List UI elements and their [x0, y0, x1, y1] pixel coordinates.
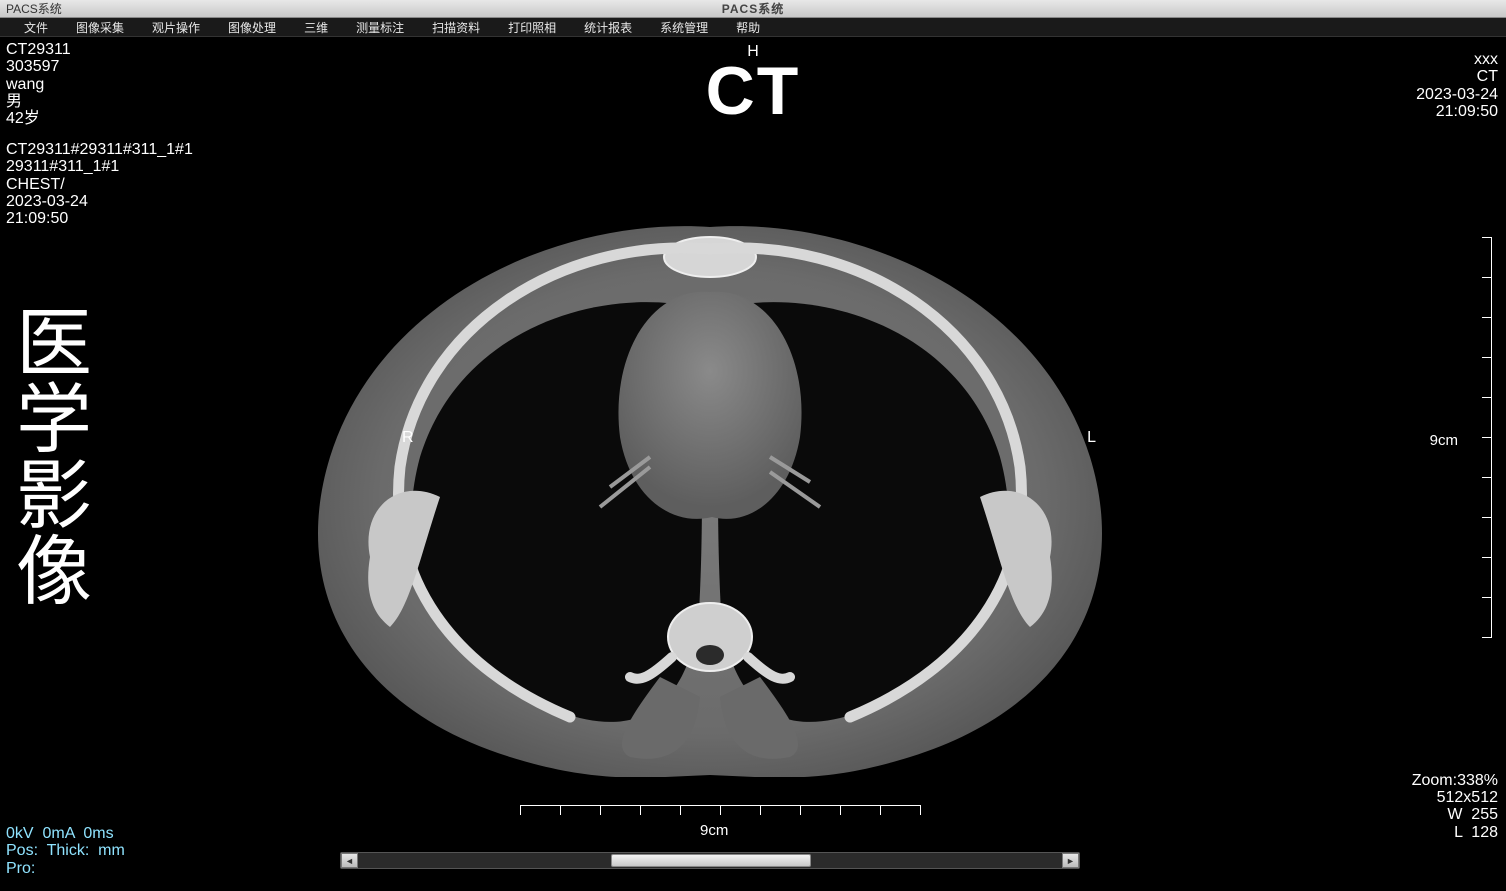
- overlay-study-info: CT29311#29311#311_1#1 29311#311_1#1 CHES…: [6, 141, 193, 227]
- overlay-display-info: Zoom:338% 512x512 W 255 L 128: [1412, 772, 1498, 841]
- scale-ruler-right: [1478, 237, 1492, 637]
- scale-label-right: 9cm: [1430, 432, 1458, 449]
- overlay-institution-info: xxx CT 2023-03-24 21:09:50: [1416, 51, 1498, 120]
- scale-label-bottom: 9cm: [700, 822, 728, 839]
- menu-file[interactable]: 文件: [10, 17, 62, 38]
- menu-3d[interactable]: 三维: [290, 17, 342, 38]
- menu-scan[interactable]: 扫描资料: [418, 17, 494, 38]
- menu-help[interactable]: 帮助: [722, 17, 774, 38]
- menu-acquire[interactable]: 图像采集: [62, 17, 138, 38]
- scrollbar-left-button[interactable]: ◄: [341, 853, 358, 868]
- orientation-marker-left: R: [402, 429, 414, 447]
- image-viewport[interactable]: CT29311 303597 wang 男 42岁 CT29311#29311#…: [0, 37, 1506, 891]
- scrollbar-thumb[interactable]: [611, 854, 811, 867]
- slice-scrollbar[interactable]: ◄ ►: [340, 852, 1080, 869]
- overlay-acquisition-info: 0kV 0mA 0ms Pos: Thick: mm Pro:: [6, 825, 125, 877]
- menu-process[interactable]: 图像处理: [214, 17, 290, 38]
- orientation-marker-right: L: [1087, 429, 1096, 447]
- ct-image: [300, 157, 1120, 777]
- menu-print[interactable]: 打印照相: [494, 17, 570, 38]
- overlay-patient-info: CT29311 303597 wang 男 42岁: [6, 41, 71, 127]
- menu-stats[interactable]: 统计报表: [570, 17, 646, 38]
- window-titlebar: PACS系统 PACS系统: [0, 0, 1506, 18]
- scrollbar-right-button[interactable]: ►: [1062, 853, 1079, 868]
- menu-measure[interactable]: 测量标注: [342, 17, 418, 38]
- watermark-vertical: 医学影像: [14, 307, 94, 611]
- menubar: 文件 图像采集 观片操作 图像处理 三维 测量标注 扫描资料 打印照相 统计报表…: [0, 18, 1506, 37]
- menu-admin[interactable]: 系统管理: [646, 17, 722, 38]
- modality-label: CT: [706, 55, 801, 128]
- menu-view[interactable]: 观片操作: [138, 17, 214, 38]
- scale-ruler-bottom: [520, 805, 920, 819]
- titlebar-label-center: PACS系统: [0, 0, 1506, 17]
